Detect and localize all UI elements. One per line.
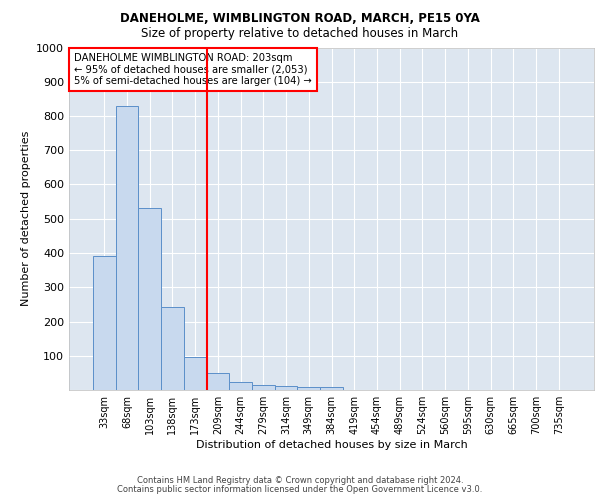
X-axis label: Distribution of detached houses by size in March: Distribution of detached houses by size … [196,440,467,450]
Bar [93,256,116,390]
Bar [161,307,184,390]
Bar [252,384,275,390]
Bar [184,357,206,390]
Bar [206,373,229,390]
Text: DANEHOLME WIMBLINGTON ROAD: 203sqm
← 95% of detached houses are smaller (2,053)
: DANEHOLME WIMBLINGTON ROAD: 203sqm ← 95%… [74,52,312,86]
Bar [298,386,320,390]
Bar [275,386,298,390]
Bar [116,106,139,390]
Text: Contains public sector information licensed under the Open Government Licence v3: Contains public sector information licen… [118,484,482,494]
Y-axis label: Number of detached properties: Number of detached properties [20,131,31,306]
Text: Size of property relative to detached houses in March: Size of property relative to detached ho… [142,28,458,40]
Bar [139,208,161,390]
Bar [229,382,252,390]
Bar [320,386,343,390]
Text: DANEHOLME, WIMBLINGTON ROAD, MARCH, PE15 0YA: DANEHOLME, WIMBLINGTON ROAD, MARCH, PE15… [120,12,480,26]
Text: Contains HM Land Registry data © Crown copyright and database right 2024.: Contains HM Land Registry data © Crown c… [137,476,463,485]
